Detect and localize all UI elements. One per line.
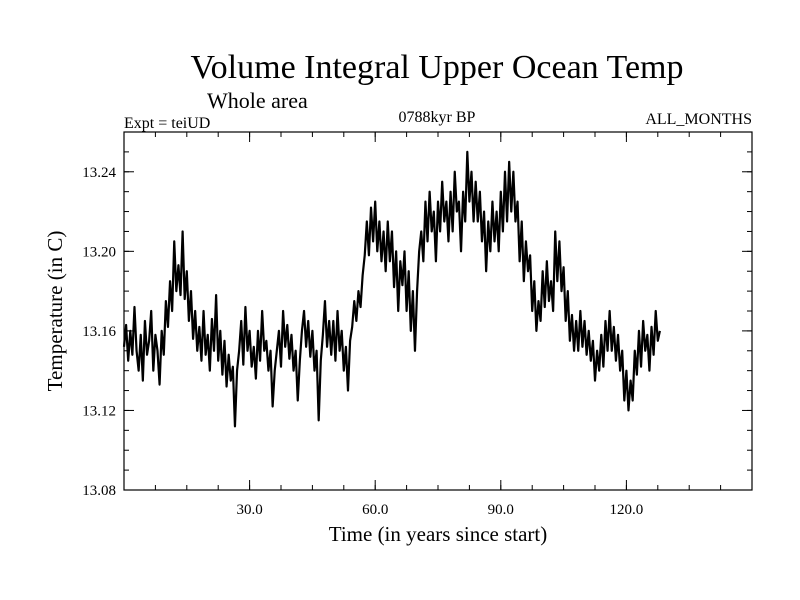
x-tick-label: 120.0	[610, 502, 644, 518]
y-tick-label: 13.16	[82, 324, 116, 340]
period-label: 0788kyr BP	[399, 109, 476, 126]
y-axis: 13.08 13.12 13.16 13.20 13.24	[82, 131, 752, 499]
y-axis-label: Temperature (in C)	[43, 231, 67, 392]
chart-title: Volume Integral Upper Ocean Temp	[191, 49, 684, 86]
y-tick-label: 13.08	[82, 483, 116, 499]
plot-frame	[123, 131, 753, 491]
x-tick-label: 30.0	[236, 502, 262, 518]
y-tick-label: 13.20	[82, 244, 116, 260]
x-axis-label: Time (in years since start)	[329, 522, 548, 546]
x-tick-label: 90.0	[488, 502, 514, 518]
expt-label: Expt = teiUD	[124, 115, 210, 132]
y-tick-label: 13.12	[82, 403, 116, 419]
x-tick-label: 60.0	[362, 502, 388, 518]
months-label: ALL_MONTHS	[645, 111, 752, 128]
series-line	[122, 150, 661, 428]
chart-subtitle: Whole area	[207, 88, 308, 113]
y-tick-label: 13.24	[82, 165, 116, 181]
x-axis: 30.0 60.0 90.0 120.0	[123, 132, 753, 518]
